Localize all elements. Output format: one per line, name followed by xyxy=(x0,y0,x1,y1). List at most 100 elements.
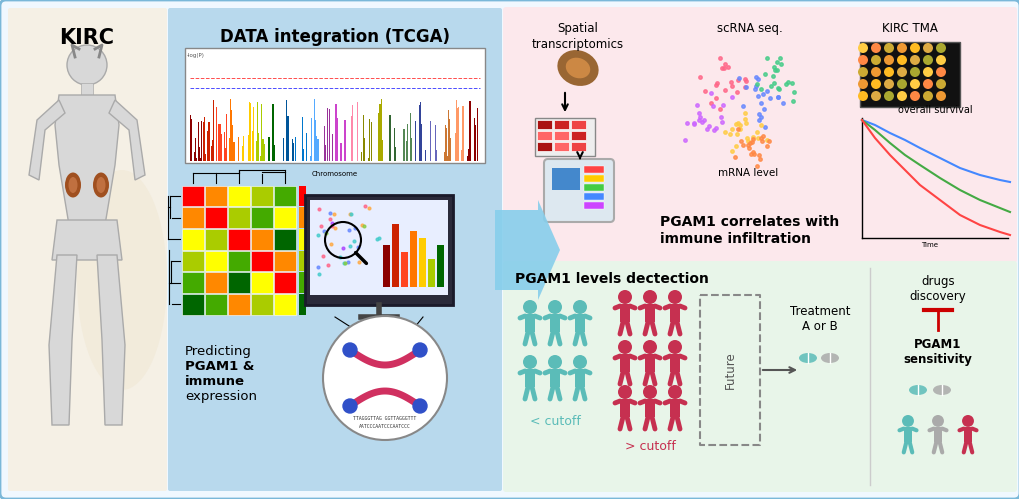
Circle shape xyxy=(323,316,446,440)
Bar xyxy=(378,137,380,161)
Bar xyxy=(553,131,569,140)
Bar xyxy=(294,137,297,161)
Bar xyxy=(344,120,345,161)
Text: KIRC: KIRC xyxy=(59,28,114,48)
Text: Predicting: Predicting xyxy=(184,345,252,358)
Bar xyxy=(525,369,535,387)
Bar xyxy=(669,354,680,372)
Circle shape xyxy=(342,399,357,413)
Bar xyxy=(207,151,209,161)
Circle shape xyxy=(883,91,893,101)
Bar xyxy=(237,146,238,161)
Bar xyxy=(252,229,273,250)
Circle shape xyxy=(922,91,932,101)
Circle shape xyxy=(667,290,682,304)
Bar xyxy=(383,245,390,287)
Circle shape xyxy=(896,43,906,53)
Bar xyxy=(299,186,306,206)
Bar xyxy=(205,250,227,271)
Bar xyxy=(228,294,251,314)
Bar xyxy=(249,142,250,161)
Text: expression: expression xyxy=(184,390,257,403)
Circle shape xyxy=(618,340,632,354)
Bar xyxy=(553,120,569,129)
Bar xyxy=(351,116,352,161)
Bar xyxy=(233,142,234,161)
Bar xyxy=(184,48,484,163)
Circle shape xyxy=(935,67,945,77)
Bar xyxy=(584,166,603,173)
Polygon shape xyxy=(55,95,119,225)
Bar xyxy=(203,122,204,161)
Bar xyxy=(331,134,332,161)
Text: < cutoff: < cutoff xyxy=(529,415,580,428)
Bar xyxy=(316,144,318,161)
Bar xyxy=(571,120,586,129)
Bar xyxy=(362,125,364,161)
Bar xyxy=(250,118,251,161)
Bar xyxy=(182,186,204,206)
Bar xyxy=(329,109,330,161)
Circle shape xyxy=(896,55,906,65)
Circle shape xyxy=(883,67,893,77)
Circle shape xyxy=(870,67,880,77)
Bar xyxy=(620,399,630,417)
Bar xyxy=(536,142,551,151)
Bar xyxy=(317,139,318,161)
Bar xyxy=(260,157,261,161)
Bar xyxy=(620,354,630,372)
Bar xyxy=(252,272,273,293)
Circle shape xyxy=(922,67,932,77)
Bar xyxy=(182,229,204,250)
Bar xyxy=(337,118,338,161)
Bar xyxy=(437,245,444,287)
Bar xyxy=(272,151,273,161)
Circle shape xyxy=(870,79,880,89)
Bar xyxy=(273,105,274,161)
Bar xyxy=(455,100,457,161)
Bar xyxy=(445,128,446,161)
Bar xyxy=(207,131,208,161)
Bar xyxy=(274,272,297,293)
Bar xyxy=(213,100,214,161)
Bar xyxy=(299,207,306,228)
Bar xyxy=(211,146,212,161)
Bar xyxy=(401,252,408,287)
Bar xyxy=(299,250,306,271)
Text: Time: Time xyxy=(920,242,937,248)
Bar xyxy=(238,137,239,161)
Bar xyxy=(256,141,257,161)
Bar xyxy=(434,125,435,161)
Bar xyxy=(261,127,262,161)
Bar xyxy=(286,145,287,161)
Bar xyxy=(250,144,251,161)
Bar xyxy=(932,427,942,442)
Bar xyxy=(243,136,245,161)
Bar xyxy=(182,250,204,271)
Bar xyxy=(406,141,407,161)
Bar xyxy=(382,140,383,161)
Bar xyxy=(224,133,225,161)
Bar xyxy=(205,272,227,293)
Bar xyxy=(325,152,326,161)
Bar xyxy=(274,250,297,271)
Bar xyxy=(859,42,959,107)
Text: drugs
discovery: drugs discovery xyxy=(909,275,965,303)
Bar xyxy=(963,427,971,442)
Bar xyxy=(443,152,445,161)
Circle shape xyxy=(931,415,943,427)
Ellipse shape xyxy=(556,50,598,86)
Bar xyxy=(446,156,447,161)
Bar xyxy=(211,140,213,161)
Text: TTAGGGTTAG GGTTAGGGTTT: TTAGGGTTAG GGTTAGGGTTT xyxy=(353,416,416,421)
Bar xyxy=(536,131,551,140)
Bar xyxy=(449,138,450,161)
Bar xyxy=(424,150,425,161)
Bar xyxy=(272,104,273,161)
Text: Treatment
A or B: Treatment A or B xyxy=(789,305,850,333)
Bar xyxy=(474,125,475,161)
Bar xyxy=(436,150,437,161)
Bar xyxy=(306,142,307,161)
Bar xyxy=(182,207,204,228)
Bar xyxy=(327,108,328,161)
